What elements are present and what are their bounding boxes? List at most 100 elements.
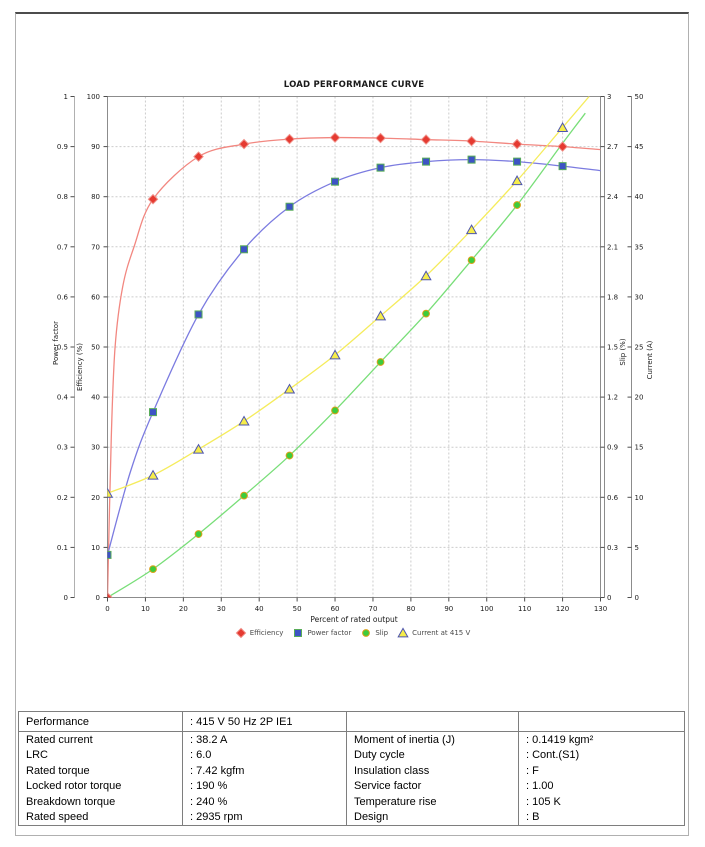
row-value: : 0.1419 kgm² (518, 732, 684, 748)
series-power-factor (107, 158, 601, 556)
svg-text:0: 0 (635, 594, 639, 602)
row-label: Insulation class (346, 763, 518, 779)
svg-text:100: 100 (480, 605, 493, 613)
svg-text:45: 45 (635, 143, 644, 151)
row-value: : 105 K (518, 794, 684, 810)
table-row: Rated speed : 2935 rpm Design : B (19, 809, 684, 825)
svg-text:30: 30 (91, 444, 100, 452)
table-row: Breakdown torque : 240 % Temperature ris… (19, 794, 684, 810)
triangle-marker-icon (397, 627, 409, 638)
gridlines (107, 96, 601, 598)
row-value: : 38.2 A (182, 732, 346, 748)
markers-slip (149, 201, 521, 574)
svg-text:2.7: 2.7 (607, 143, 618, 151)
svg-text:Slip (%): Slip (%) (619, 338, 627, 365)
svg-text:1: 1 (64, 93, 68, 101)
row-label: Temperature rise (346, 794, 518, 810)
svg-text:50: 50 (91, 344, 100, 352)
plot-series (107, 96, 601, 598)
markers-power-factor (107, 155, 567, 559)
chart-title: LOAD PERFORMANCE CURVE (284, 80, 425, 90)
x-axis-title: Percent of rated output (310, 615, 397, 624)
svg-text:90: 90 (444, 605, 453, 613)
svg-text:80: 80 (406, 605, 415, 613)
legend-item-slip: Slip (360, 627, 388, 639)
svg-text:120: 120 (556, 605, 569, 613)
svg-text:20: 20 (635, 394, 644, 402)
svg-text:0.9: 0.9 (57, 143, 68, 151)
svg-text:20: 20 (91, 494, 100, 502)
svg-text:0.5: 0.5 (57, 344, 68, 352)
axis-tick-labels: 0 10 20 30 40 50 60 70 80 90 100 110 120 13000.10.20.… (57, 93, 644, 613)
svg-text:0.6: 0.6 (57, 293, 69, 301)
svg-text:1.5: 1.5 (607, 344, 618, 352)
svg-text:40: 40 (635, 193, 644, 201)
svg-text:30: 30 (217, 605, 226, 613)
svg-text:40: 40 (91, 394, 100, 402)
y-axis-titles: Power factor Efficiency (%) Slip (%) Curren… (52, 321, 654, 391)
row-value: : 6.0 (182, 747, 346, 763)
svg-text:0.9: 0.9 (607, 444, 618, 452)
series-current-at-415-v (107, 96, 590, 494)
svg-text:LOAD PERFORMANCE CURVE: LOAD PERFORMANCE CURVE (284, 80, 425, 90)
legend-item-current-at-415-v: Current at 415 V (397, 627, 470, 639)
table-row: LRC : 6.0 Duty cycle : Cont.(S1) (19, 747, 684, 763)
chart-legend: Efficiency Power factor Slip Current at 415… (0, 626, 705, 640)
legend-label: Efficiency (249, 629, 284, 637)
svg-text:50: 50 (293, 605, 302, 613)
svg-text:0.6: 0.6 (607, 494, 619, 502)
table-header-row: Performance : 415 V 50 Hz 2P IE1 (19, 712, 684, 732)
row-value: : 1.00 (518, 778, 684, 794)
svg-text:0.3: 0.3 (607, 544, 618, 552)
svg-text:Efficiency (%): Efficiency (%) (76, 343, 84, 391)
svg-text:0: 0 (105, 605, 109, 613)
svg-text:1.2: 1.2 (607, 394, 618, 402)
legend-item-power-factor: Power factor (292, 627, 351, 639)
table-body: Rated current : 38.2 A Moment of inertia… (19, 732, 684, 825)
svg-text:20: 20 (179, 605, 188, 613)
row-label: Rated torque (26, 764, 90, 777)
circle-marker-icon (362, 629, 371, 637)
svg-text:15: 15 (635, 444, 644, 452)
table-header-value: : 415 V 50 Hz 2P IE1 (182, 712, 346, 731)
row-label: Breakdown torque (26, 795, 116, 808)
svg-text:70: 70 (91, 243, 100, 251)
svg-text:Percent of rated output: Percent of rated output (310, 615, 397, 624)
row-label: Rated current (26, 733, 93, 746)
load-performance-chart: 0 10 20 30 40 50 60 70 80 90 100 110 120 13000.10.20.… (52, 80, 654, 624)
table-row: Locked rotor torque : 190 % Service fact… (19, 778, 684, 794)
svg-text:110: 110 (518, 605, 531, 613)
svg-text:0.7: 0.7 (57, 243, 68, 251)
performance-table: Performance : 415 V 50 Hz 2P IE1 Rated c… (18, 711, 685, 826)
svg-text:35: 35 (635, 243, 644, 251)
row-value: : Cont.(S1) (518, 747, 684, 763)
row-label: Rated speed (26, 811, 89, 824)
svg-text:Current (A): Current (A) (646, 340, 654, 379)
svg-text:0.1: 0.1 (57, 544, 68, 552)
square-marker-icon (294, 629, 303, 637)
svg-text:1.8: 1.8 (607, 293, 618, 301)
table-header-spacer (346, 712, 518, 731)
table-row: Rated current : 38.2 A Moment of inertia… (19, 732, 684, 748)
legend-label: Power factor (307, 629, 352, 637)
svg-text:0: 0 (607, 594, 611, 602)
legend-label: Slip (375, 629, 389, 637)
row-label: Locked rotor torque (26, 780, 122, 793)
svg-text:25: 25 (635, 344, 644, 352)
svg-text:30: 30 (635, 293, 644, 301)
svg-text:60: 60 (331, 605, 340, 613)
table-row: Rated torque : 7.42 kgfm Insulation clas… (19, 763, 684, 779)
row-value: : 7.42 kgfm (182, 763, 346, 779)
row-value: : B (518, 809, 684, 825)
series-efficiency (107, 136, 601, 598)
markers-efficiency (107, 132, 568, 598)
svg-text:0.3: 0.3 (57, 444, 68, 452)
svg-text:Power factor: Power factor (52, 321, 60, 365)
row-label: Moment of inertia (J) (346, 732, 518, 748)
diamond-marker-icon (235, 627, 247, 639)
svg-text:0.8: 0.8 (57, 193, 68, 201)
row-value: : 190 % (182, 778, 346, 794)
markers-current-at-415-v (107, 121, 569, 498)
table-header-spacer (518, 712, 684, 731)
